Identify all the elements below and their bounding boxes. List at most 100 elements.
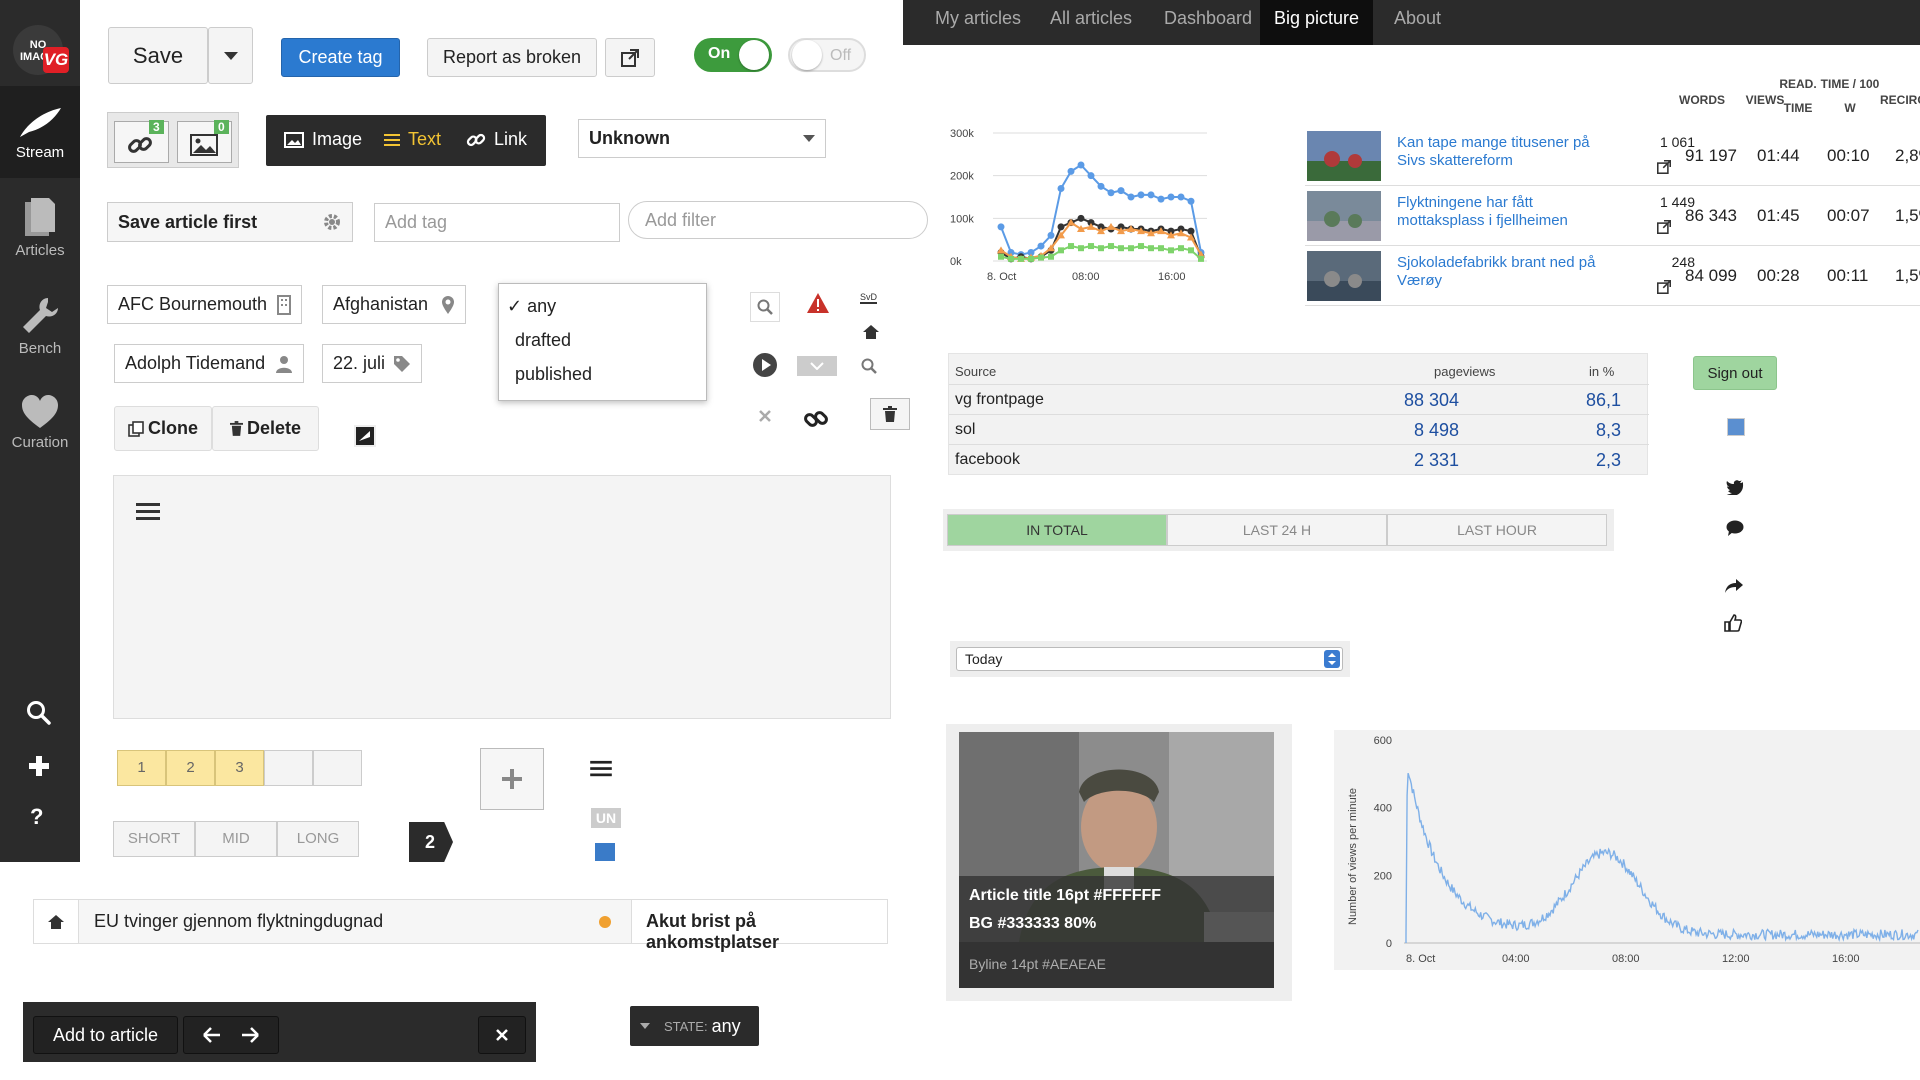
add-block-button[interactable] bbox=[480, 748, 544, 810]
images-counter[interactable]: 0 bbox=[177, 120, 232, 163]
save-article-first-button[interactable]: Save article first bbox=[107, 202, 353, 242]
link-icon[interactable] bbox=[803, 406, 829, 432]
media-text-button[interactable]: Text bbox=[384, 129, 441, 150]
article-card[interactable]: Article title 16pt #FFFFFF BG #333333 80%… bbox=[959, 732, 1274, 988]
tab-my-articles[interactable]: My articles bbox=[935, 8, 1022, 28]
source-row: facebook 2 331 2,3 bbox=[949, 444, 1649, 474]
number-chip-4[interactable] bbox=[264, 750, 313, 786]
media-image-button[interactable]: Image bbox=[284, 129, 362, 150]
unknown-select[interactable]: Unknown bbox=[578, 119, 826, 158]
article-recirc: 2,8% bbox=[1895, 146, 1920, 165]
plus-icon[interactable] bbox=[27, 754, 51, 778]
number-chip-2[interactable]: 2 bbox=[166, 750, 215, 786]
search-icon[interactable] bbox=[26, 700, 52, 726]
x-tick-label: 12:00 bbox=[1722, 953, 1750, 965]
line-point bbox=[1177, 225, 1185, 233]
editor-area[interactable] bbox=[113, 475, 891, 719]
open-external-button[interactable] bbox=[605, 38, 655, 77]
media-link-button[interactable]: Link bbox=[466, 129, 527, 150]
tab-dashboard[interactable]: Dashboard bbox=[1164, 8, 1253, 28]
external-link-icon[interactable] bbox=[1657, 280, 1671, 294]
source-pct: 2,3 bbox=[1595, 450, 1621, 470]
number-chip-5[interactable] bbox=[313, 750, 362, 786]
period-select[interactable]: Today bbox=[956, 647, 1343, 671]
article-time-100w: 00:07 bbox=[1827, 206, 1870, 225]
tag-person[interactable]: Adolph Tidemand bbox=[114, 344, 304, 383]
length-short[interactable]: SHORT bbox=[113, 821, 195, 857]
search-button[interactable] bbox=[750, 292, 780, 322]
tab-last-24h[interactable]: LAST 24 H bbox=[1167, 514, 1387, 546]
play-icon[interactable] bbox=[752, 352, 778, 378]
delete-button[interactable]: Delete bbox=[212, 406, 319, 451]
tag-country[interactable]: Afghanistan bbox=[322, 285, 466, 324]
state-option-drafted[interactable]: drafted bbox=[515, 330, 572, 350]
external-link-icon[interactable] bbox=[1657, 160, 1671, 174]
tab-last-hour[interactable]: LAST HOUR bbox=[1387, 514, 1607, 546]
sidebar-item-stream[interactable]: Stream bbox=[0, 86, 80, 178]
save-dropdown-button[interactable] bbox=[208, 27, 253, 84]
twitter-icon[interactable] bbox=[1726, 480, 1744, 495]
sidebar-item-bench[interactable]: Bench bbox=[0, 296, 80, 372]
number-chip-1[interactable]: 1 bbox=[117, 750, 166, 786]
line-point bbox=[1167, 231, 1175, 239]
search-icon[interactable] bbox=[861, 358, 877, 374]
table-row[interactable]: Sjokoladefabrikk brant ned på Værøy 248 84… bbox=[1305, 246, 1920, 306]
tab-about[interactable]: About bbox=[1394, 8, 1442, 28]
trash-button[interactable] bbox=[870, 398, 910, 430]
breadcrumb-next[interactable]: Akut brist på ankomstplatser bbox=[646, 911, 780, 952]
toggle-on[interactable]: On bbox=[694, 38, 772, 72]
arrow-left-icon[interactable] bbox=[203, 1027, 221, 1043]
image-icon bbox=[284, 131, 304, 148]
arrow-right-icon[interactable] bbox=[241, 1027, 259, 1043]
article-time-100w: 00:11 bbox=[1827, 266, 1869, 285]
article-title-link[interactable]: Flyktningene har fått mottaksplass i fje… bbox=[1397, 194, 1568, 229]
state-option-any[interactable]: ✓ any bbox=[507, 296, 557, 316]
hamburger-icon[interactable] bbox=[136, 502, 160, 522]
home-icon bbox=[48, 914, 64, 929]
collapse-button[interactable] bbox=[797, 356, 837, 376]
tab-in-total[interactable]: IN TOTAL bbox=[947, 514, 1167, 546]
length-long[interactable]: LONG bbox=[277, 821, 359, 857]
add-tag-input[interactable]: Add tag bbox=[374, 203, 620, 242]
sidebar-item-curation[interactable]: Curation bbox=[0, 394, 80, 470]
vg-logo[interactable]: NO IMAGE VG bbox=[13, 25, 69, 75]
tag-date[interactable]: 22. juli bbox=[322, 344, 422, 383]
line-point bbox=[1058, 247, 1064, 254]
save-button[interactable]: Save bbox=[108, 27, 208, 84]
report-broken-button[interactable]: Report as broken bbox=[427, 38, 597, 77]
question-icon[interactable]: ? bbox=[30, 804, 44, 829]
hamburger-icon[interactable] bbox=[590, 760, 612, 778]
table-row[interactable]: Kan tape mange titusener på Sivs skatter… bbox=[1305, 126, 1920, 186]
copy-icon bbox=[128, 420, 144, 437]
add-filter-input[interactable]: Add filter bbox=[628, 201, 928, 239]
resize-icon[interactable] bbox=[354, 425, 376, 447]
sidebar-item-articles[interactable]: Articles bbox=[0, 196, 80, 276]
comment-icon[interactable] bbox=[1726, 520, 1744, 536]
article-card-wrap: Article title 16pt #FFFFFF BG #333333 80%… bbox=[946, 724, 1292, 1001]
article-title-link[interactable]: Sjokoladefabrikk brant ned på Værøy bbox=[1397, 254, 1596, 289]
tag-team[interactable]: AFC Bournemouth bbox=[107, 285, 302, 324]
state-pill[interactable]: STATE: any bbox=[630, 1006, 759, 1046]
create-tag-button[interactable]: Create tag bbox=[281, 38, 400, 77]
clone-button[interactable]: Clone bbox=[114, 406, 212, 451]
toggle-off[interactable]: Off bbox=[788, 38, 866, 72]
links-counter[interactable]: 3 bbox=[114, 120, 169, 163]
sign-out-button[interactable]: Sign out bbox=[1693, 356, 1777, 390]
table-row[interactable]: Flyktningene har fått mottaksplass i fje… bbox=[1305, 186, 1920, 246]
number-chip-3[interactable]: 3 bbox=[215, 750, 264, 786]
close-button[interactable] bbox=[478, 1016, 526, 1054]
length-mid[interactable]: MID bbox=[195, 821, 277, 857]
article-title-link[interactable]: Kan tape mange titusener på Sivs skatter… bbox=[1397, 134, 1590, 169]
close-icon[interactable] bbox=[759, 410, 771, 422]
tab-big-picture[interactable]: Big picture bbox=[1260, 0, 1374, 45]
tab-all-articles[interactable]: All articles bbox=[1050, 8, 1133, 28]
share-icon[interactable] bbox=[1724, 578, 1744, 594]
home-icon[interactable] bbox=[862, 324, 880, 340]
external-link-icon[interactable] bbox=[1657, 220, 1671, 234]
thumbs-up-icon[interactable] bbox=[1724, 614, 1742, 632]
state-option-published[interactable]: published bbox=[515, 364, 593, 384]
breadcrumb-current[interactable]: EU tvinger gjennom flyktningdugnad bbox=[79, 900, 632, 943]
add-to-article-button[interactable]: Add to article bbox=[33, 1016, 178, 1054]
home-button[interactable] bbox=[34, 900, 79, 943]
sidebar: NO IMAGE VG Stream Articles Bench Curatio… bbox=[0, 0, 80, 862]
